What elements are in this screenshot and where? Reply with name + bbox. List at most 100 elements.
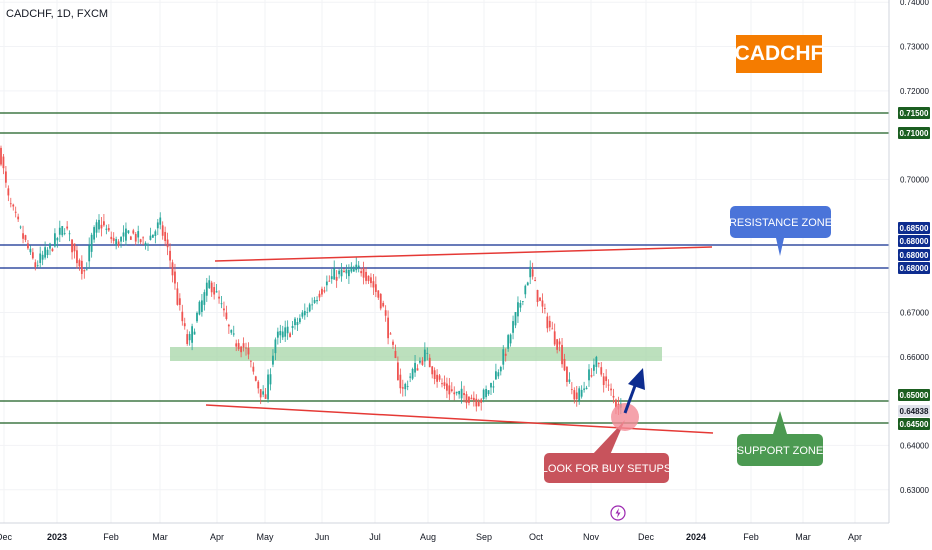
candle-body	[44, 247, 46, 258]
candle-body	[472, 397, 475, 400]
time-tick-label: Nov	[583, 532, 600, 542]
time-axis[interactable]: Dec 2023 Feb Mar Apr May Jun Jul Aug Sep Oct Nov Dec…	[0, 532, 862, 542]
price-tick-label: 0.64000	[900, 441, 929, 450]
candle-body	[41, 254, 44, 260]
price-tag-label: 0.64500	[900, 420, 929, 429]
candle-body	[441, 383, 443, 385]
support-pointer	[773, 411, 787, 434]
candle-body	[578, 388, 581, 401]
candle-body	[470, 397, 473, 400]
candle-body	[531, 269, 534, 277]
price-tag-bg	[898, 405, 930, 417]
candle-body	[188, 334, 191, 341]
candle-body	[419, 360, 421, 363]
candle-body	[281, 331, 284, 338]
candle-body	[208, 280, 211, 289]
time-tick-label: Aug	[420, 532, 436, 542]
candle-body	[455, 391, 458, 394]
candle-body	[134, 233, 137, 242]
price-tick-label: 0.72000	[900, 87, 929, 96]
time-tick-label: Apr	[210, 532, 224, 542]
time-tick-label: Jun	[315, 532, 330, 542]
candle-body	[468, 396, 470, 403]
candle-body	[487, 390, 490, 395]
time-tick-label: 2023	[47, 532, 67, 542]
candle-body	[338, 270, 340, 275]
candle-body	[374, 284, 377, 292]
candle-body	[46, 249, 49, 255]
candle-body	[29, 248, 32, 253]
candle-body	[117, 241, 120, 246]
arrow-shaft	[623, 382, 638, 414]
candle-body	[495, 371, 497, 380]
candle-body	[382, 302, 385, 307]
candle-body	[443, 382, 446, 386]
resistance-zone-label: RESISTANCE ZONE	[729, 217, 832, 229]
candle-body	[5, 171, 7, 183]
candle-body	[397, 362, 399, 381]
candle-body	[90, 234, 93, 252]
pair-badge: CADCHF	[735, 35, 823, 73]
time-tick-label: Jul	[369, 532, 381, 542]
time-tick-label: May	[256, 532, 274, 542]
candle-body	[524, 285, 527, 295]
candle-body	[389, 333, 392, 335]
candle-body	[120, 236, 122, 242]
candle-body	[19, 226, 22, 228]
candle-body	[112, 238, 115, 241]
candle-body	[76, 250, 78, 264]
symbol-label: CADCHF, 1D, FXCM	[6, 8, 109, 20]
price-axis[interactable]: 0.74000 0.73000 0.72000 0.71500 0.71000 0.700…	[898, 0, 930, 495]
candle-body	[597, 363, 600, 364]
candle-body	[615, 399, 617, 408]
candle-body	[313, 300, 316, 303]
candle-body	[343, 270, 345, 273]
candle-body	[183, 323, 186, 327]
candle-body	[107, 228, 110, 231]
candle-body	[73, 243, 76, 252]
candle-body	[431, 366, 434, 375]
time-tick-label: Dec	[0, 532, 12, 542]
candle-body	[509, 334, 512, 344]
candle-body	[289, 333, 291, 338]
candle-body	[362, 268, 365, 278]
candle-body	[433, 370, 436, 380]
candle-body	[316, 300, 318, 302]
candle-body	[499, 367, 502, 372]
lightning-event-icon[interactable]	[610, 505, 626, 521]
candle-body	[610, 388, 612, 391]
candle-body	[539, 297, 541, 301]
candle-body	[193, 331, 196, 335]
candle-body	[325, 281, 328, 286]
candle-body	[176, 288, 179, 305]
candle-body	[259, 389, 262, 398]
price-tag-label: 0.65000	[900, 391, 929, 400]
candle-body	[561, 344, 563, 365]
candle-body	[250, 360, 252, 362]
candle-body	[12, 204, 15, 207]
candle-body	[181, 311, 184, 322]
candle-body	[161, 225, 164, 236]
candle-body	[198, 301, 201, 315]
candle-body	[291, 325, 294, 329]
candle-body	[360, 271, 363, 274]
candle-body	[49, 243, 51, 249]
candle-body	[171, 262, 174, 276]
candle-body	[426, 352, 429, 354]
candle-body	[409, 376, 412, 378]
candle-body	[272, 355, 274, 365]
candle-body	[267, 374, 269, 400]
support-zone-callout: SUPPORT ZONE	[737, 411, 823, 466]
price-tag-bg	[898, 249, 930, 261]
candle-body	[78, 260, 81, 267]
price-tag-label: 0.68500	[900, 224, 929, 233]
candle-body	[504, 353, 507, 356]
price-tag-bg	[898, 107, 930, 119]
candle-body	[399, 374, 402, 389]
candle-body	[125, 228, 127, 241]
candle-body	[122, 232, 125, 237]
candle-body	[254, 376, 257, 381]
candle-body	[137, 231, 140, 238]
candle-body	[355, 264, 358, 271]
